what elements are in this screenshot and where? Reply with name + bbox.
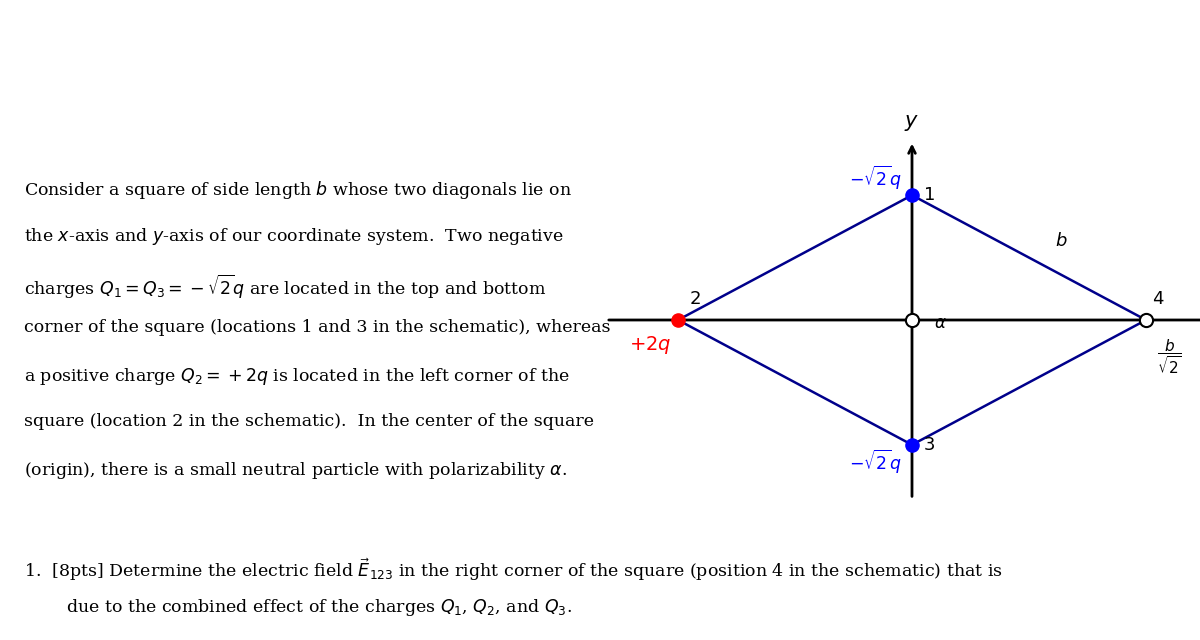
Text: $\dfrac{b}{\sqrt{2}}$: $\dfrac{b}{\sqrt{2}}$ (1157, 337, 1182, 376)
Text: due to the combined effect of the charges $Q_1$, $Q_2$, and $Q_3$.: due to the combined effect of the charge… (66, 596, 572, 618)
Text: $b$: $b$ (1056, 232, 1068, 250)
Text: (origin), there is a small neutral particle with polarizability $\alpha$.: (origin), there is a small neutral parti… (24, 460, 566, 481)
Text: charges $Q_1 = Q_3 = -\sqrt{2}q$ are located in the top and bottom: charges $Q_1 = Q_3 = -\sqrt{2}q$ are loc… (24, 273, 546, 301)
Text: $4$: $4$ (1152, 291, 1165, 308)
Text: a positive charge $Q_2 = +2q$ is located in the left corner of the: a positive charge $Q_2 = +2q$ is located… (24, 366, 570, 387)
Text: $1$: $1$ (923, 186, 935, 204)
Text: 1.  [8pts] Determine the electric field $\vec{E}_{123}$ in the right corner of t: 1. [8pts] Determine the electric field $… (24, 557, 1003, 584)
Text: the $x$-axis and $y$-axis of our coordinate system.  Two negative: the $x$-axis and $y$-axis of our coordin… (24, 226, 564, 247)
Text: $-\sqrt{2}q$: $-\sqrt{2}q$ (848, 448, 901, 476)
Text: $3$: $3$ (923, 436, 935, 454)
Text: $-\sqrt{2}q$: $-\sqrt{2}q$ (848, 164, 901, 192)
Text: $y$: $y$ (905, 113, 919, 133)
Point (902, 190, 922, 200)
Text: square (location 2 in the schematic).  In the center of the square: square (location 2 in the schematic). In… (24, 413, 594, 430)
Text: $+2q$: $+2q$ (629, 334, 672, 356)
Text: Consider a square of side length $b$ whose two diagonals lie on: Consider a square of side length $b$ who… (24, 179, 572, 201)
Point (902, 315, 922, 325)
Point (1136, 315, 1156, 325)
Point (902, 440, 922, 450)
Text: $\alpha$: $\alpha$ (934, 315, 947, 332)
Text: $2$: $2$ (690, 291, 701, 308)
Point (668, 315, 688, 325)
Text: corner of the square (locations 1 and 3 in the schematic), whereas: corner of the square (locations 1 and 3 … (24, 319, 611, 337)
